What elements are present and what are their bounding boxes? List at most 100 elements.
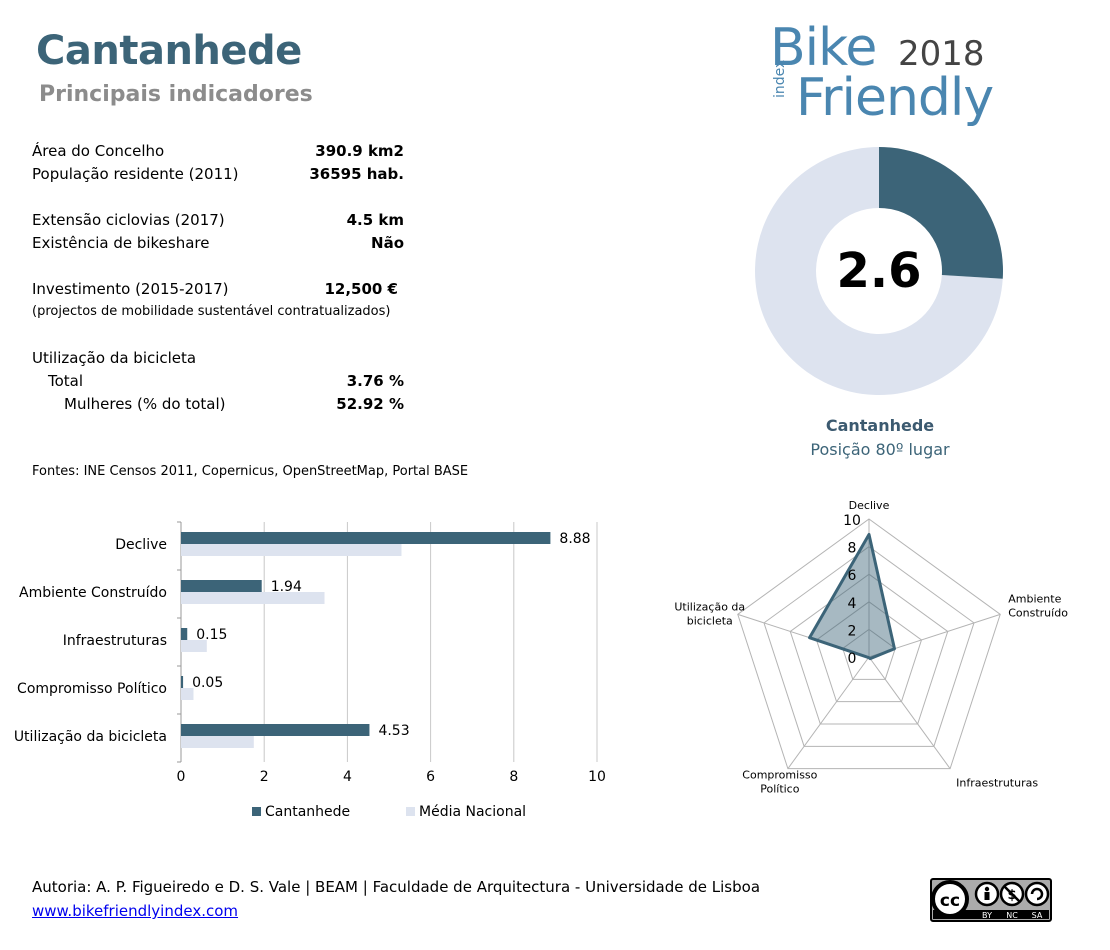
bar-media-nacional (181, 592, 325, 604)
category-label: Ambiente Construído (19, 585, 167, 601)
x-tick-label: 0 (177, 769, 186, 785)
indicator-value: Não (371, 234, 404, 252)
footer-authors: Autoria: A. P. Figueiredo e D. S. Vale |… (32, 878, 761, 896)
radar-axis-label: Infraestruturas (956, 777, 1038, 790)
radar-tick-label: 6 (848, 568, 857, 584)
bar-media-nacional (181, 544, 402, 556)
indicator-label: Investimento (2015-2017) (32, 280, 229, 298)
bar-cantanhede (181, 628, 188, 640)
investment-note: (projectos de mobilidade sustentável con… (32, 304, 391, 319)
radar-axis-label: Ambiente (1008, 592, 1061, 605)
logo-word-bike: Bike (770, 18, 877, 78)
radar-tick-label: 8 (848, 541, 857, 557)
x-tick-label: 4 (343, 769, 352, 785)
creative-commons-license-badge: cc $ BY NC SA (930, 878, 1052, 922)
bike-friendly-logo: Bike 2018 index Friendly (770, 20, 1000, 132)
indicator-row-usage-total: Total 3.76 % (32, 372, 404, 392)
bar-data-label: 0.15 (196, 627, 227, 643)
radar-axis-label: Compromisso (742, 769, 817, 782)
indicator-row-cycleways: Extensão ciclovias (2017) 4.5 km (32, 211, 404, 231)
sa-label: SA (1032, 911, 1043, 920)
radar-axis-label: Político (760, 783, 800, 796)
radar-series-cantanhede (808, 532, 896, 661)
donut-score-arc (879, 147, 1003, 279)
indicator-value: 52.92 % (336, 395, 404, 413)
bar-media-nacional (181, 736, 254, 748)
indicator-label: Existência de bikeshare (32, 234, 210, 252)
radar-grid-ring (815, 601, 923, 703)
radar-tick-label: 0 (848, 651, 857, 667)
logo-year: 2018 (898, 34, 985, 74)
sources-note: Fontes: INE Censos 2011, Copernicus, Ope… (32, 464, 469, 479)
radar-tick-label: 4 (848, 596, 857, 612)
indicator-label: Total (48, 372, 84, 390)
radar-spoke (787, 656, 870, 769)
radar-tick-label: 10 (843, 513, 861, 529)
bar-data-label: 8.88 (559, 531, 590, 547)
nc-label: NC (1006, 911, 1018, 920)
donut-municipality-name: Cantanhede (825, 416, 935, 435)
indicator-row-bikeshare: Existência de bikeshare Não (32, 234, 404, 254)
radar-grid-ring (763, 545, 975, 747)
category-label: Utilização da bicicleta (14, 729, 167, 745)
donut-score-label: 2.6 (836, 243, 921, 299)
legend-label-media-nacional: Média Nacional (419, 804, 526, 820)
indicator-row-area: Área do Concelho 390.9 km2 (32, 142, 404, 162)
radar-tick-label: 2 (848, 623, 857, 639)
x-tick-label: 2 (260, 769, 269, 785)
footer-website-link[interactable]: www.bikefriendlyindex.com (32, 902, 239, 920)
indicator-value: 36595 hab. (309, 165, 404, 183)
indicator-row-bike-usage: Utilização da bicicleta (32, 349, 404, 369)
indicator-row-usage-women: Mulheres (% do total) 52.92 % (32, 395, 404, 415)
indicator-value: 12,500 € (324, 280, 398, 298)
indicator-label: Mulheres (% do total) (64, 395, 226, 413)
bar-cantanhede (181, 676, 184, 688)
bar-cantanhede (181, 724, 370, 736)
radar-grid-ring (737, 518, 1001, 770)
radar-spoke (868, 656, 951, 769)
radar-axis-label: Construído (1008, 606, 1068, 619)
bar-data-label: 0.05 (192, 675, 223, 691)
category-label: Infraestruturas (63, 633, 167, 649)
indicator-value: 390.9 km2 (315, 142, 404, 160)
indicator-value: 4.5 km (346, 211, 404, 229)
indicator-label: Área do Concelho (32, 142, 165, 160)
by-label: BY (982, 911, 992, 920)
radar-grid-ring (789, 573, 949, 725)
indicator-bar-chart: 0 2 4 6 8 10 8.88 Declive 1.94 Ambiente Construíd… (14, 521, 606, 820)
legend-swatch-media-nacional (406, 807, 415, 816)
category-label: Compromisso Político (17, 681, 167, 697)
indicator-label: Utilização da bicicleta (32, 349, 197, 367)
indicator-value: 3.76 % (346, 372, 404, 390)
indicator-label: População residente (2011) (32, 165, 239, 183)
score-donut-chart: 2.6 (755, 147, 1003, 395)
bar-data-label: 4.53 (378, 723, 409, 739)
legend-swatch-cantanhede (252, 807, 261, 816)
bar-cantanhede (181, 580, 262, 592)
indicator-row-population: População residente (2011) 36595 hab. (32, 165, 404, 185)
x-tick-label: 10 (588, 769, 606, 785)
legend-label-cantanhede: Cantanhede (265, 804, 350, 820)
radar-axis-label: bicicleta (687, 614, 733, 627)
page-title: Cantanhede (36, 28, 302, 74)
x-tick-label: 8 (509, 769, 518, 785)
radar-axis-label: Utilização da (674, 600, 745, 613)
logo-word-index: index (772, 59, 788, 98)
logo-word-friendly: Friendly (796, 68, 994, 128)
x-tick-label: 6 (426, 769, 435, 785)
category-label: Declive (115, 537, 167, 553)
donut-remainder-arc (755, 147, 1003, 395)
radar-grid-ring (842, 628, 896, 680)
bar-media-nacional (181, 640, 207, 652)
indicator-label: Extensão ciclovias (2017) (32, 211, 225, 229)
bar-media-nacional (181, 688, 194, 700)
radar-axis-label: Declive (849, 499, 890, 512)
bar-cantanhede (181, 532, 551, 544)
indicator-row-investment: Investimento (2015-2017) 12,500 € (32, 280, 398, 300)
cc-icon: cc (940, 891, 960, 911)
donut-position: Posição 80º lugar (810, 440, 950, 459)
sa-icon (1024, 881, 1050, 907)
page-subtitle: Principais indicadores (39, 82, 313, 107)
bar-data-label: 1.94 (271, 579, 302, 595)
